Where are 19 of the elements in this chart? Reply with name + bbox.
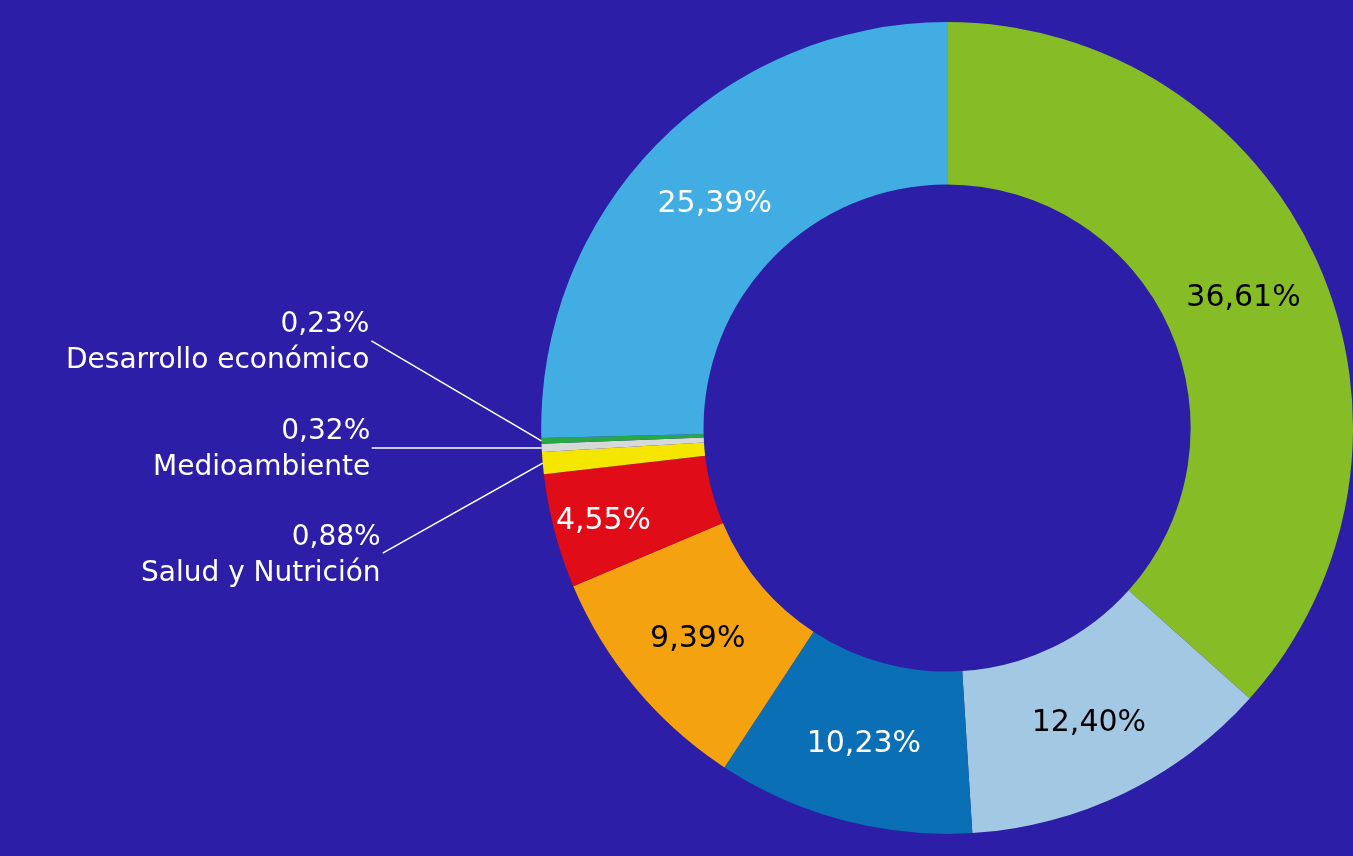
data-label: 12,40%	[1031, 702, 1147, 738]
donut-slice	[962, 590, 1250, 834]
donut-slice	[541, 22, 948, 438]
data-label: 10,23%	[806, 724, 922, 760]
donut-slice	[541, 433, 704, 444]
slice-label: Desarrollo económico	[66, 342, 370, 376]
donut-slice	[947, 22, 1353, 699]
donut-slice	[541, 442, 706, 475]
slice-label: Salud y Nutrición	[141, 555, 381, 589]
slice-label: Medioambiente	[153, 449, 371, 483]
data-label: 36,61%	[1186, 277, 1301, 313]
data-label: 4,55%	[556, 500, 651, 536]
data-label: 9,39%	[650, 618, 746, 654]
donut-slice	[543, 455, 723, 587]
data-label: 25,39%	[657, 183, 772, 219]
donut-slice	[541, 437, 704, 452]
data-label: 0,32%	[281, 413, 371, 446]
data-label: 0,88%	[291, 519, 381, 552]
data-label: 0,23%	[280, 306, 370, 339]
